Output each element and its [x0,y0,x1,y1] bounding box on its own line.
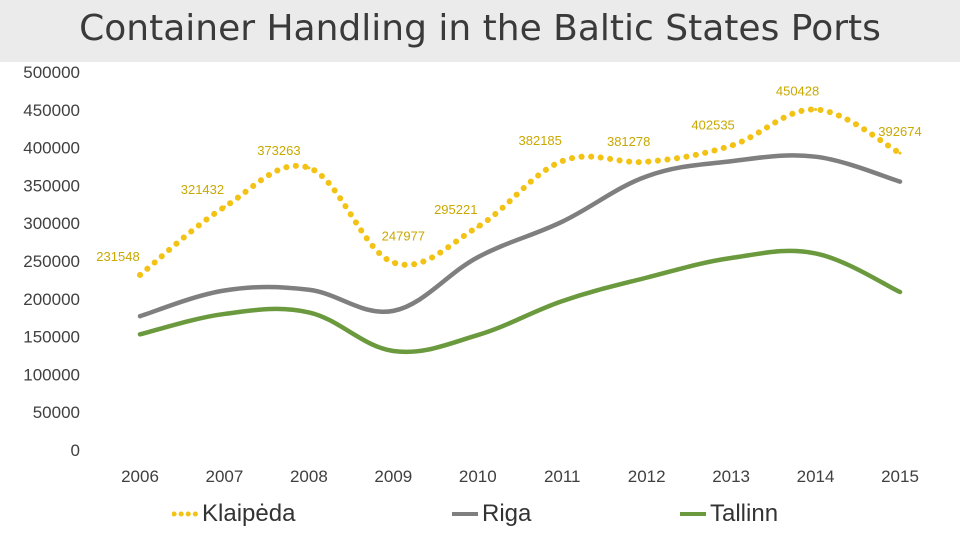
data-label-klaipda: 295221 [434,202,477,217]
y-tick-label: 400000 [23,139,80,158]
y-tick-label: 350000 [23,176,80,195]
data-label-klaipda: 373263 [257,143,300,158]
y-tick-label: 500000 [23,63,80,82]
y-tick-label: 250000 [23,252,80,271]
legend-marker-klaipeda [172,511,198,517]
legend: Klaipėda Riga Tallinn [0,500,960,536]
data-point-klaipda [222,205,226,209]
data-point-klaipda [391,261,395,265]
legend-label-klaipeda: Klaipėda [202,500,296,527]
data-label-klaipda: 402535 [691,118,734,133]
legend-label-tallinn: Tallinn [710,500,779,527]
title-bar [0,0,960,62]
data-label-klaipda: 247977 [382,229,425,244]
data-point-klaipda [560,159,564,163]
data-point-klaipda [814,107,818,111]
x-tick-label: 2015 [881,467,919,486]
data-point-klaipda [138,273,142,277]
y-tick-label: 0 [71,441,80,460]
y-tick-label: 450000 [23,101,80,120]
x-tick-label: 2013 [712,467,750,486]
data-label-klaipda: 392674 [878,124,921,139]
x-tick-label: 2014 [797,467,835,486]
data-point-klaipda [476,225,480,229]
legend-label-riga: Riga [482,500,532,527]
data-label-klaipda: 231548 [96,249,139,264]
x-tick-label: 2010 [459,467,497,486]
y-tick-label: 200000 [23,290,80,309]
series-line-klaipda [137,106,903,278]
legend-item-klaipeda[interactable]: Klaipėda [172,500,295,528]
data-point-klaipda [898,151,902,155]
data-label-klaipda: 321432 [181,182,224,197]
chart-title: Container Handling in the Baltic States … [79,8,881,49]
data-label-klaipda: 382185 [519,133,562,148]
x-tick-label: 2006 [121,467,159,486]
x-tick-label: 2008 [290,467,328,486]
y-tick-label: 150000 [23,328,80,347]
legend-marker-riga [452,512,478,516]
data-label-klaipda: 381278 [607,134,650,149]
legend-item-tallinn[interactable]: Tallinn [680,500,778,528]
chart-area: 5000004500004000003500003000002500002000… [23,63,921,486]
data-label-klaipda: 450428 [776,83,819,98]
y-tick-label: 300000 [23,214,80,233]
data-point-klaipda [645,160,649,164]
series-line-riga [137,153,903,319]
data-point-klaipda [729,144,733,148]
y-tick-label: 50000 [33,403,80,422]
x-tick-label: 2011 [544,467,581,486]
x-tick-label: 2012 [628,467,666,486]
legend-marker-tallinn [680,512,706,516]
data-point-klaipda [307,166,311,170]
legend-item-riga[interactable]: Riga [452,500,531,528]
series-line-tallinn [137,248,903,355]
y-tick-label: 100000 [23,365,80,384]
x-tick-label: 2009 [374,467,412,486]
x-tick-label: 2007 [206,467,244,486]
